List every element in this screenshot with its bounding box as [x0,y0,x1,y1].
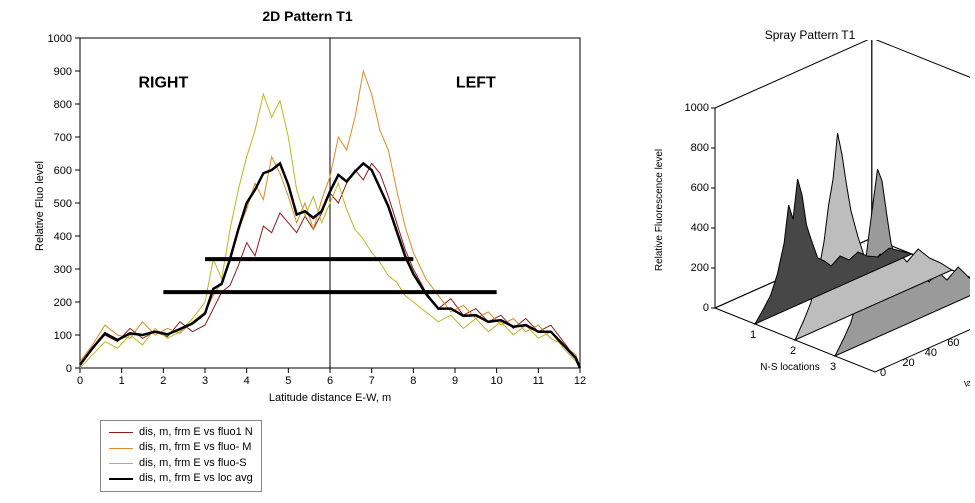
svg-text:400: 400 [691,222,709,234]
svg-text:1000: 1000 [685,102,709,114]
svg-text:0: 0 [703,302,709,314]
svg-text:3: 3 [202,375,208,387]
svg-text:800: 800 [691,142,709,154]
svg-text:1000: 1000 [48,33,72,45]
svg-text:12: 12 [574,375,586,387]
right-chart: 02004006008001000020406080100120140123Re… [640,40,970,390]
legend-label: dis, m, frm E vs loc avg [139,471,253,486]
legend-swatch [109,478,133,480]
svg-text:11: 11 [533,375,544,387]
legend-label: dis, m, frm E vs fluo1 N [139,425,253,440]
legend-item: dis, m, frm E vs fluo1 N [109,425,253,440]
svg-text:10: 10 [491,375,503,387]
right-xlabel: N-S locations [760,362,819,373]
svg-text:6: 6 [327,375,333,387]
legend-label: dis, m, frm E vs fluo- M [139,440,251,455]
legend-swatch [109,432,133,433]
svg-text:4: 4 [244,375,250,387]
legend-swatch [109,448,133,449]
svg-text:800: 800 [54,99,72,111]
svg-text:0: 0 [66,363,72,375]
svg-text:700: 700 [54,132,72,144]
svg-text:5: 5 [285,375,291,387]
svg-text:1: 1 [750,329,756,341]
annotation-left: LEFT [456,75,496,92]
svg-text:9: 9 [452,375,458,387]
right-zlabel: Relative Fluorescence level [654,149,665,271]
legend-item: dis, m, frm E vs fluo-S [109,456,253,471]
svg-text:200: 200 [691,262,709,274]
svg-text:20: 20 [902,357,914,369]
svg-text:400: 400 [54,231,72,243]
annotation-right: RIGHT [138,75,188,92]
svg-text:2: 2 [160,375,166,387]
svg-text:300: 300 [54,264,72,276]
left-xlabel: Latitude distance E-W, m [80,392,580,404]
right-ylabel: latitudinal distance, cm [963,343,970,389]
svg-text:8: 8 [410,375,416,387]
legend-item: dis, m, frm E vs loc avg [109,471,253,486]
legend: dis, m, frm E vs fluo1 Ndis, m, frm E vs… [100,420,262,492]
svg-text:0: 0 [880,367,886,379]
svg-text:500: 500 [54,198,72,210]
svg-text:60: 60 [947,337,959,349]
svg-text:600: 600 [691,182,709,194]
left-chart: 0123456789101112010020030040050060070080… [0,18,615,418]
legend-item: dis, m, frm E vs fluo- M [109,440,253,455]
svg-text:3: 3 [830,361,836,373]
svg-text:100: 100 [54,330,72,342]
legend-label: dis, m, frm E vs fluo-S [139,456,247,471]
svg-text:900: 900 [54,66,72,78]
left-ylabel: Relative Fluo level [34,106,46,306]
svg-text:40: 40 [925,347,937,359]
svg-text:200: 200 [54,297,72,309]
svg-text:2: 2 [790,345,796,357]
svg-text:1: 1 [119,375,125,387]
svg-text:0: 0 [77,375,83,387]
svg-text:600: 600 [54,165,72,177]
legend-swatch [109,463,133,464]
svg-text:7: 7 [369,375,375,387]
